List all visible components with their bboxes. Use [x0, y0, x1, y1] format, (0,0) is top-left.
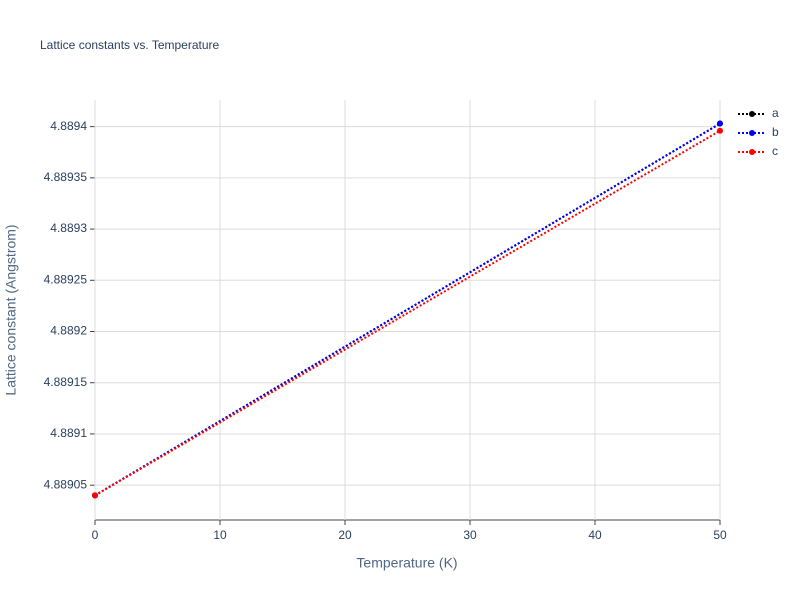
y-tick-label: 4.8891	[50, 426, 87, 440]
y-tick-label: 4.88935	[44, 170, 88, 184]
legend-label: c	[772, 144, 778, 158]
y-tick-label: 4.8894	[50, 119, 87, 133]
chart-title: Lattice constants vs. Temperature	[40, 38, 220, 52]
legend-marker	[749, 130, 755, 136]
x-tick-label: 30	[463, 528, 477, 542]
y-tick-label: 4.88925	[44, 272, 88, 286]
x-axis-label: Temperature (K)	[356, 555, 457, 571]
legend-label: b	[772, 125, 779, 139]
x-tick-label: 20	[338, 528, 352, 542]
data-point	[92, 492, 98, 499]
series-line	[94, 122, 721, 497]
x-tick-label: 10	[213, 528, 227, 542]
legend-marker	[749, 149, 755, 155]
y-axis-label: Lattice constant (Angstrom)	[3, 224, 19, 395]
legend-marker	[749, 111, 755, 117]
x-tick-label: 0	[92, 528, 99, 542]
y-tick-label: 4.88915	[44, 375, 88, 389]
data-point	[717, 127, 723, 134]
x-tick-label: 50	[713, 528, 727, 542]
data-point	[717, 120, 723, 127]
legend-label: a	[772, 106, 779, 120]
y-tick-label: 4.8892	[50, 324, 87, 338]
series-line	[94, 129, 721, 497]
x-tick-label: 40	[588, 528, 602, 542]
y-tick-label: 4.88905	[44, 477, 88, 491]
y-tick-label: 4.8893	[50, 221, 87, 235]
